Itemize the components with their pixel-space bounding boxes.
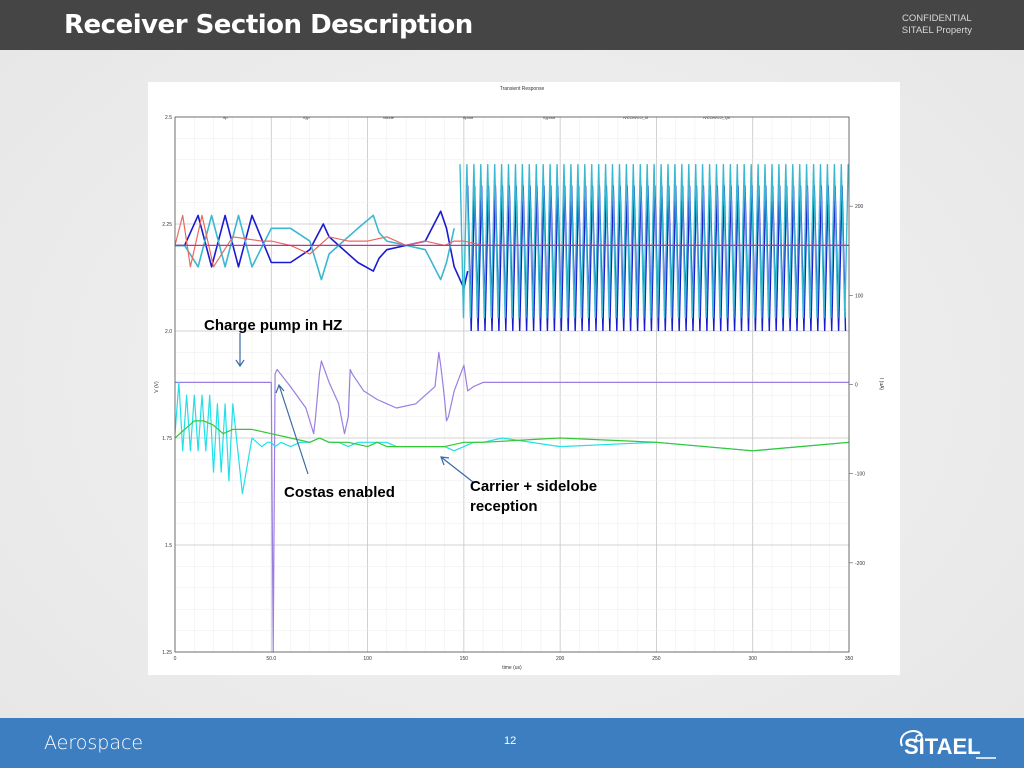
- footer-section-label: Aerospace: [44, 732, 144, 754]
- series-5-line: [174, 381, 850, 495]
- sitael-logo: SITAEL: [899, 730, 996, 759]
- legend-entry: /Qpout: [543, 115, 556, 120]
- legend-entry: /Ip: [223, 115, 228, 120]
- y-axis-label-right: I (uA): [878, 378, 884, 391]
- x-tick-label: 350: [845, 656, 854, 662]
- y-tick-label-right: -100: [855, 472, 865, 478]
- confidentiality-notice: CONFIDENTIAL SITAEL Property: [902, 13, 972, 37]
- y-tick-label-left: 1.75: [162, 436, 172, 442]
- series-1-line: [175, 214, 455, 281]
- y-tick-label-right: -200: [855, 561, 865, 567]
- legend-entry: /VCO/VCO_Q0: [703, 115, 731, 120]
- series-6-line: [174, 420, 850, 452]
- legend-entry: /vtune: [383, 115, 395, 120]
- chart-title: Transient Response: [500, 86, 545, 92]
- arrow-costas: [275, 383, 309, 475]
- x-tick-label: 200: [556, 656, 565, 662]
- svg-text:SITAEL: SITAEL: [904, 734, 981, 759]
- x-tick-label: 250: [652, 656, 661, 662]
- chart-legend: /Ip/Qp/vtune/Ipout/Qpout/VCO/VCO_I0/VCO/…: [223, 115, 731, 120]
- chart-axes: 0 50.0 100 150 200 250 300 350 2.5 2.25 2.0 1.75 1.5…: [162, 115, 865, 662]
- x-tick-label: 0: [174, 656, 177, 662]
- arrow-charge-pump: [235, 333, 245, 368]
- x-tick-label: 300: [749, 656, 758, 662]
- series-2-line: [174, 214, 849, 268]
- x-tick-label: 150: [460, 656, 469, 662]
- y-tick-label-right: 0: [855, 383, 858, 389]
- series-4-line: [175, 351, 849, 653]
- confidential-label: CONFIDENTIAL: [902, 13, 972, 24]
- y-tick-label-left: 2.5: [165, 115, 172, 121]
- x-tick-label: 100: [363, 656, 372, 662]
- y-tick-label-left: 2.25: [162, 222, 172, 228]
- series-0-line: [175, 210, 469, 289]
- property-label: SITAEL Property: [901, 25, 972, 36]
- y-tick-label-left: 2.0: [165, 329, 172, 335]
- legend-entry: /Ipout: [463, 115, 474, 120]
- annotation-carrier: Carrier + sidelobe reception: [470, 478, 598, 515]
- legend-entry: /Qp: [303, 115, 310, 120]
- x-axis-label: time (us): [502, 665, 522, 671]
- y-axis-label-left: V (V): [154, 381, 160, 393]
- annotation-charge-pump: Charge pump in HZ: [204, 317, 343, 334]
- arrow-carrier: [440, 456, 474, 483]
- chart-panel: 0 50.0 100 150 200 250 300 350 2.5 2.25 2.0 1.75 1.5…: [148, 82, 900, 675]
- title-bar: Receiver Section Description CONFIDENTIA…: [0, 0, 1024, 50]
- x-tick-label: 50.0: [266, 656, 276, 662]
- slide-title: Receiver Section Description: [64, 10, 473, 40]
- legend-entry: /VCO/VCO_I0: [623, 115, 649, 120]
- plot-frame: [174, 116, 850, 653]
- series-1-oscillation: [459, 164, 849, 319]
- chart-series: [174, 164, 850, 653]
- page-number: 12: [504, 735, 517, 747]
- y-tick-label-left: 1.25: [162, 650, 172, 656]
- chart-grid: [174, 116, 850, 653]
- footer-bar: Aerospace 12 SITAEL: [0, 718, 1024, 768]
- y-tick-label-right: 200: [855, 204, 864, 210]
- transient-response-chart: 0 50.0 100 150 200 250 300 350 2.5 2.25 2.0 1.75 1.5…: [154, 86, 884, 671]
- y-tick-label-right: 100: [855, 293, 864, 299]
- y-tick-label-left: 1.5: [165, 543, 172, 549]
- annotation-arrows: [235, 333, 474, 483]
- annotation-costas: Costas enabled: [284, 484, 395, 501]
